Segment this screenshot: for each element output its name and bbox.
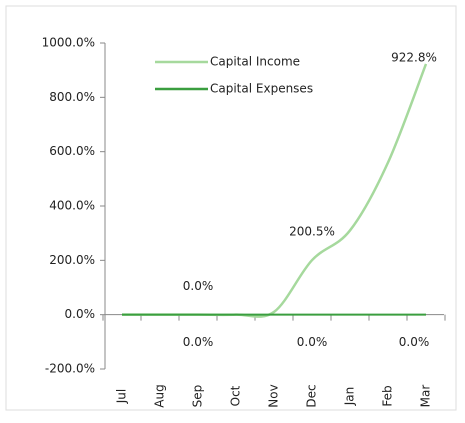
- x-tick-label: Aug: [153, 384, 167, 407]
- data-label: 0.0%: [183, 335, 214, 349]
- x-tick-label: Oct: [229, 385, 243, 406]
- x-tick-label: Nov: [267, 384, 281, 407]
- legend-label: Capital Income: [210, 55, 300, 69]
- data-label: 0.0%: [399, 335, 430, 349]
- x-tick-label: Dec: [305, 384, 319, 407]
- data-label: 200.5%: [289, 225, 335, 239]
- data-label: 0.0%: [183, 279, 214, 293]
- y-tick-label: 1000.0%: [42, 36, 95, 50]
- y-tick-label: -200.0%: [45, 362, 95, 376]
- y-tick-label: 200.0%: [49, 253, 95, 267]
- data-label: 922.8%: [391, 50, 437, 64]
- x-tick-label: Sep: [191, 385, 205, 408]
- y-tick-label: 800.0%: [49, 90, 95, 104]
- y-tick-label: 0.0%: [65, 307, 96, 321]
- y-tick-label: 400.0%: [49, 199, 95, 213]
- chart-border: [5, 5, 457, 411]
- x-tick-label: Jul: [115, 389, 129, 404]
- x-tick-label: Mar: [419, 385, 433, 408]
- data-label: 0.0%: [297, 335, 328, 349]
- x-tick-label: Jan: [343, 387, 357, 407]
- y-tick-label: 600.0%: [49, 144, 95, 158]
- x-tick-label: Feb: [381, 385, 395, 406]
- legend-label: Capital Expenses: [210, 82, 313, 96]
